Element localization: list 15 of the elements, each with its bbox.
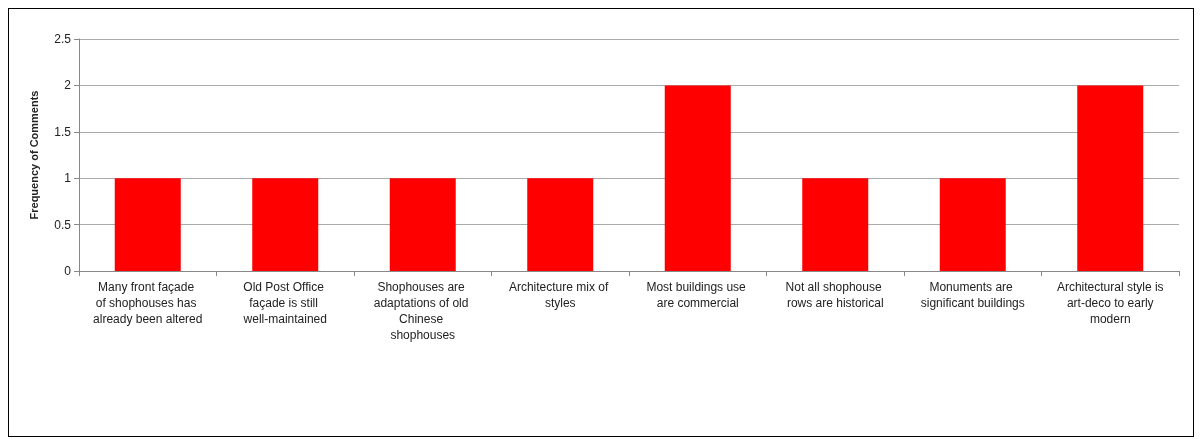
- y-tick-label: 1.5: [54, 124, 72, 139]
- x-tick-label: Many front façade of shophouses has already been altered: [93, 280, 203, 326]
- y-tick-label: 0: [64, 264, 72, 278]
- x-tick-label: Monuments are significant buildings: [920, 280, 1025, 310]
- y-tick-label: 0.5: [54, 217, 72, 232]
- y-tick-label: 2.5: [54, 32, 72, 46]
- y-tick-label: 2: [64, 78, 72, 93]
- x-tick-label: Architectural style is art-deco to early modern: [1056, 280, 1164, 326]
- x-tick-label: Old Post Office façade is still well-maintained: [242, 280, 328, 326]
- y-axis-title: Frequency of Comments: [27, 90, 40, 220]
- x-tick-label: Most buildings use are commercial: [646, 280, 750, 310]
- x-tick-label: Not all shophouse rows are historical: [785, 280, 885, 310]
- y-tick-label: 1: [64, 171, 72, 186]
- x-tick-label: Architecture mix of styles: [508, 280, 612, 310]
- x-tick-label: Shophouses are adaptations of old Chinese shophouses: [373, 280, 472, 342]
